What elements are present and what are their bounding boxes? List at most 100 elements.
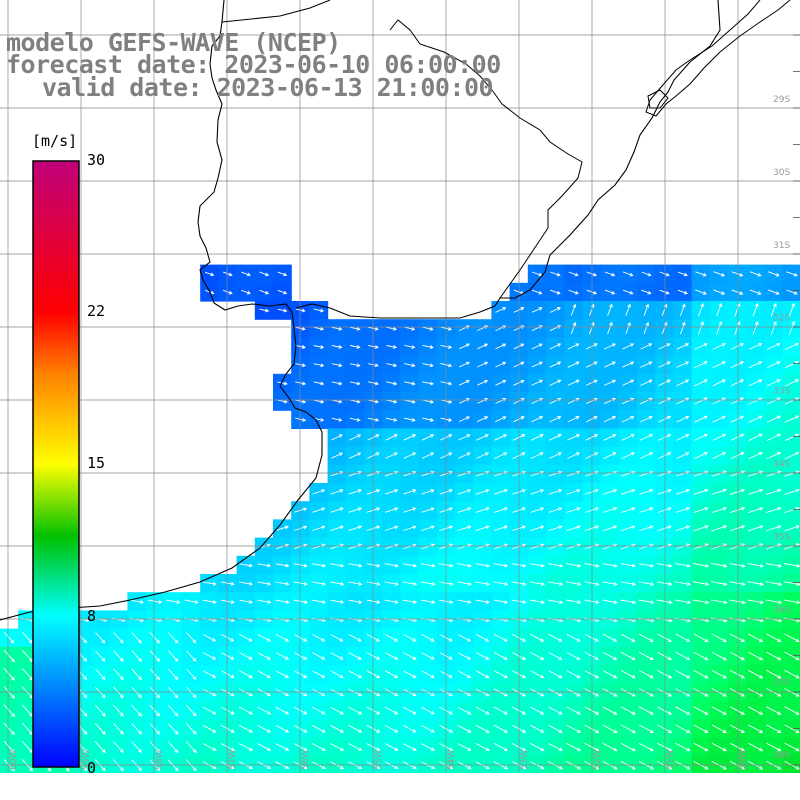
wind-arrow xyxy=(275,724,290,733)
wind-arrow xyxy=(675,488,690,495)
wind-arrow xyxy=(493,634,508,642)
wind-arrow xyxy=(602,488,618,495)
wind-arrow xyxy=(348,581,363,586)
wind-arrow xyxy=(331,326,343,331)
wind-arrow xyxy=(385,452,398,459)
wind-arrow xyxy=(620,563,636,568)
wind-arrow xyxy=(584,652,599,660)
latitude-label: 30S xyxy=(773,168,790,178)
wind-arrow xyxy=(77,778,87,789)
wind-arrow xyxy=(748,433,763,442)
wind-arrow xyxy=(729,506,746,514)
wind-arrow xyxy=(711,633,727,642)
wind-arrow xyxy=(584,525,600,532)
wind-arrow xyxy=(384,743,399,751)
wind-arrow xyxy=(348,780,361,787)
wind-arrow xyxy=(131,668,142,681)
wind-arrow xyxy=(421,452,435,459)
wind-arrow xyxy=(275,525,289,531)
wind-arrow xyxy=(566,563,582,568)
wind-arrow xyxy=(349,452,362,459)
wind-arrow xyxy=(402,599,418,604)
wind-arrow xyxy=(566,742,582,752)
wind-arrow xyxy=(676,452,690,460)
wind-cell xyxy=(291,774,310,793)
wind-arrow xyxy=(186,650,197,662)
wind-arrow xyxy=(567,343,580,350)
wind-arrow xyxy=(529,599,545,605)
wind-arrow xyxy=(494,434,508,441)
wind-arrow xyxy=(275,652,290,660)
wind-arrow xyxy=(495,398,507,404)
wind-arrow xyxy=(716,321,723,335)
latitude-label: 29S xyxy=(773,95,790,105)
wind-arrow xyxy=(422,381,435,386)
wind-arrow xyxy=(679,321,686,335)
wind-arrow xyxy=(404,363,416,368)
wind-arrow xyxy=(602,706,618,715)
wind-arrow xyxy=(475,706,490,715)
lat-lon-grid xyxy=(0,0,800,773)
wind-arrow xyxy=(167,650,179,662)
wind-arrow xyxy=(113,741,124,753)
wind-arrow xyxy=(621,433,635,441)
wind-arrow xyxy=(747,669,764,679)
wind-arrow xyxy=(458,361,470,368)
wind-arrow xyxy=(784,433,800,442)
wind-arrow xyxy=(530,633,545,642)
wind-cell xyxy=(55,774,74,793)
wind-arrow xyxy=(530,724,545,733)
colorbar-tick: 15 xyxy=(87,454,106,472)
wind-arrow xyxy=(257,670,272,678)
wind-arrow xyxy=(313,381,325,386)
wind-arrow xyxy=(239,706,253,715)
wind-arrow xyxy=(129,599,145,604)
wind-arrow xyxy=(403,652,417,660)
wind-cell xyxy=(437,774,456,793)
wind-arrow xyxy=(348,670,363,678)
wind-arrow xyxy=(767,342,781,350)
wind-arrow xyxy=(257,634,271,642)
wind-arrow xyxy=(421,470,435,477)
wind-arrow xyxy=(767,271,780,277)
wind-arrow xyxy=(239,581,254,586)
wind-arrow xyxy=(548,652,563,660)
wind-arrow xyxy=(531,361,543,368)
wind-arrow xyxy=(747,742,764,752)
wind-arrow xyxy=(58,777,69,789)
wind-arrow xyxy=(566,581,582,586)
wind-arrow xyxy=(676,415,690,423)
wind-arrow xyxy=(495,379,507,386)
wind-arrow xyxy=(421,652,435,660)
wind-arrow xyxy=(747,581,764,586)
wind-arrow xyxy=(259,271,270,277)
wind-arrow xyxy=(348,507,363,513)
wind-arrow xyxy=(530,507,545,513)
wind-arrow xyxy=(349,326,361,331)
wind-arrow xyxy=(567,452,581,459)
wind-arrow xyxy=(659,289,670,295)
wind-arrow xyxy=(675,563,691,568)
wind-arrow xyxy=(312,634,326,642)
wind-arrow xyxy=(638,563,655,568)
longitude-label: 58W xyxy=(155,750,165,770)
wind-arrow xyxy=(202,652,217,660)
wind-arrow xyxy=(586,289,598,295)
wind-arrow xyxy=(566,470,581,477)
title-valid-date: valid date: 2023-06-13 21:00:00 xyxy=(42,73,494,102)
wind-arrow xyxy=(731,271,744,277)
wind-arrow xyxy=(622,361,635,368)
wind-arrow xyxy=(766,669,782,679)
longitude-label: 52W xyxy=(593,750,603,770)
wind-arrow xyxy=(457,706,472,715)
wind-arrow xyxy=(131,704,142,717)
wind-arrow xyxy=(547,581,564,586)
wind-arrow xyxy=(257,599,272,604)
wind-arrow xyxy=(221,780,234,787)
wind-arrow xyxy=(475,581,491,586)
wind-arrow xyxy=(330,599,345,604)
wind-arrow xyxy=(604,361,616,368)
wind-arrow xyxy=(716,302,723,317)
wind-arrow xyxy=(131,632,142,644)
wind-arrow xyxy=(694,379,708,387)
